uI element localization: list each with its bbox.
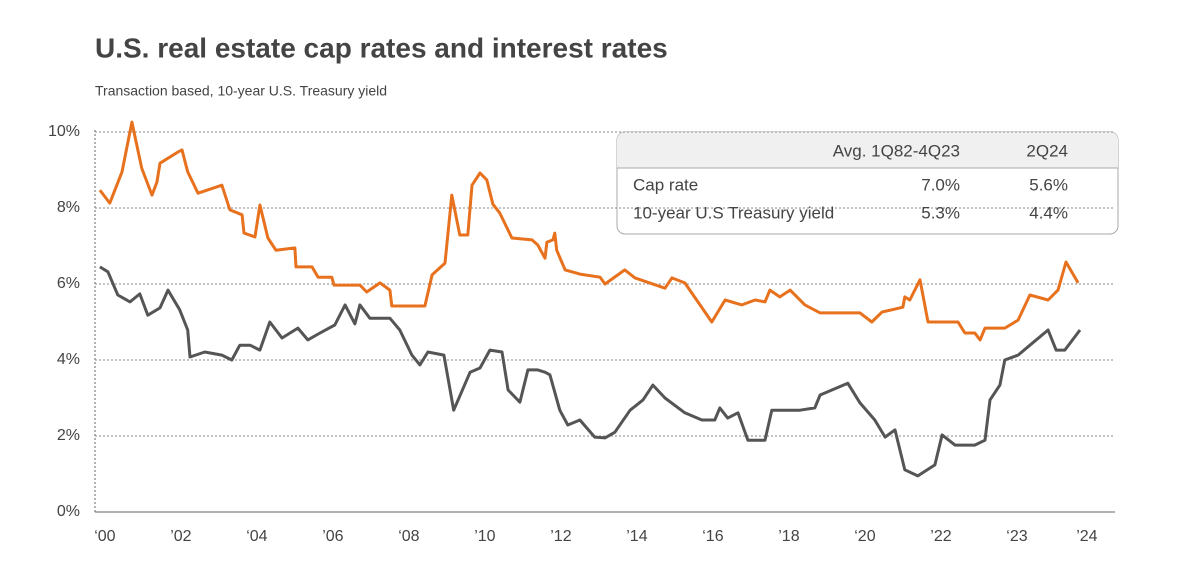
x-tick-label: ’06 <box>322 528 343 545</box>
y-tick-label: 2% <box>57 427 80 444</box>
x-tick-label: ’02 <box>170 528 191 545</box>
y-tick-label: 0% <box>57 503 80 520</box>
y-tick-label: 10% <box>48 123 80 140</box>
series-line <box>98 120 1080 342</box>
table-column-header: Avg. 1Q82-4Q23 <box>833 141 960 160</box>
x-tick-label: ‘08 <box>398 528 419 545</box>
chart-title: U.S. real estate cap rates and interest … <box>95 32 668 63</box>
x-tick-label: ’14 <box>626 528 647 545</box>
x-tick-label: ’24 <box>1076 528 1097 545</box>
x-tick-label: ‘00 <box>94 528 115 545</box>
x-tick-label: ’12 <box>550 528 571 545</box>
chart-subtitle: Transaction based, 10-year U.S. Treasury… <box>95 83 387 99</box>
x-tick-label: ‘04 <box>246 528 267 545</box>
x-tick-label: ’18 <box>778 528 799 545</box>
x-tick-label: ‘23 <box>1006 528 1027 545</box>
table-cell: 5.3% <box>921 203 960 222</box>
table-header-bg <box>617 132 1118 168</box>
x-tick-label: ‘16 <box>702 528 723 545</box>
table-row-label: 10-year U.S Treasury yield <box>633 203 834 222</box>
y-tick-label: 8% <box>57 199 80 216</box>
y-tick-label: 4% <box>57 351 80 368</box>
table-cell: 5.6% <box>1029 175 1068 194</box>
y-tick-label: 6% <box>57 275 80 292</box>
table-cell: 4.4% <box>1029 203 1068 222</box>
x-tick-label: ’10 <box>474 528 495 545</box>
table-cell: 7.0% <box>921 175 960 194</box>
table-column-header: 2Q24 <box>1026 141 1068 160</box>
x-tick-label: ‘20 <box>854 528 875 545</box>
x-tick-label: ’22 <box>930 528 951 545</box>
table-row-label: Cap rate <box>633 175 698 194</box>
series-line <box>99 265 1082 478</box>
